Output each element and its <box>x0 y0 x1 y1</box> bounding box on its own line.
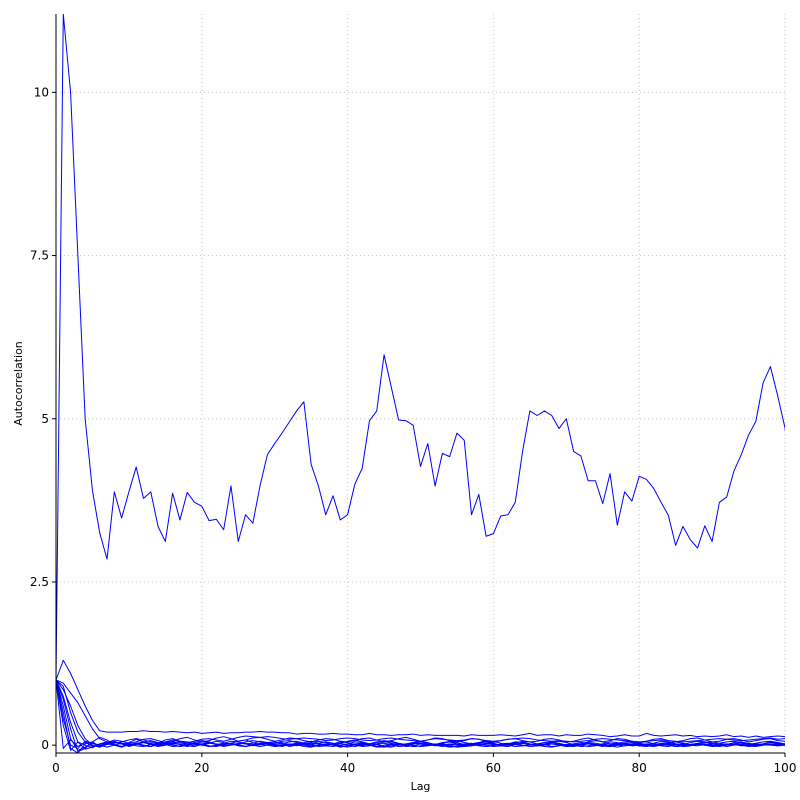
series-line-1 <box>56 14 785 680</box>
y-tick-label: 5 <box>41 412 49 426</box>
y-tick-label: 10 <box>34 85 49 99</box>
grid <box>56 14 786 753</box>
x-tick-label: 40 <box>340 761 355 775</box>
x-tick-label: 0 <box>52 761 60 775</box>
x-tick-label: 100 <box>774 761 797 775</box>
series-line-2 <box>56 659 785 738</box>
series-lines <box>56 14 785 753</box>
series-line-9 <box>56 679 785 747</box>
x-tick-label: 80 <box>632 761 647 775</box>
x-axis-title: Lag <box>411 780 431 793</box>
x-axis-ticks: 0 20 40 60 80 100 <box>52 753 796 775</box>
y-axis-title: Autocorrelation <box>12 341 25 426</box>
x-tick-label: 60 <box>486 761 501 775</box>
y-axis-ticks: 0 2.5 5 7.5 10 <box>30 85 56 752</box>
axes <box>55 14 785 754</box>
series-line-12 <box>56 679 785 750</box>
y-tick-label: 2.5 <box>30 575 49 589</box>
y-tick-label: 7.5 <box>30 249 49 263</box>
x-tick-label: 20 <box>194 761 209 775</box>
y-tick-label: 0 <box>41 738 49 752</box>
